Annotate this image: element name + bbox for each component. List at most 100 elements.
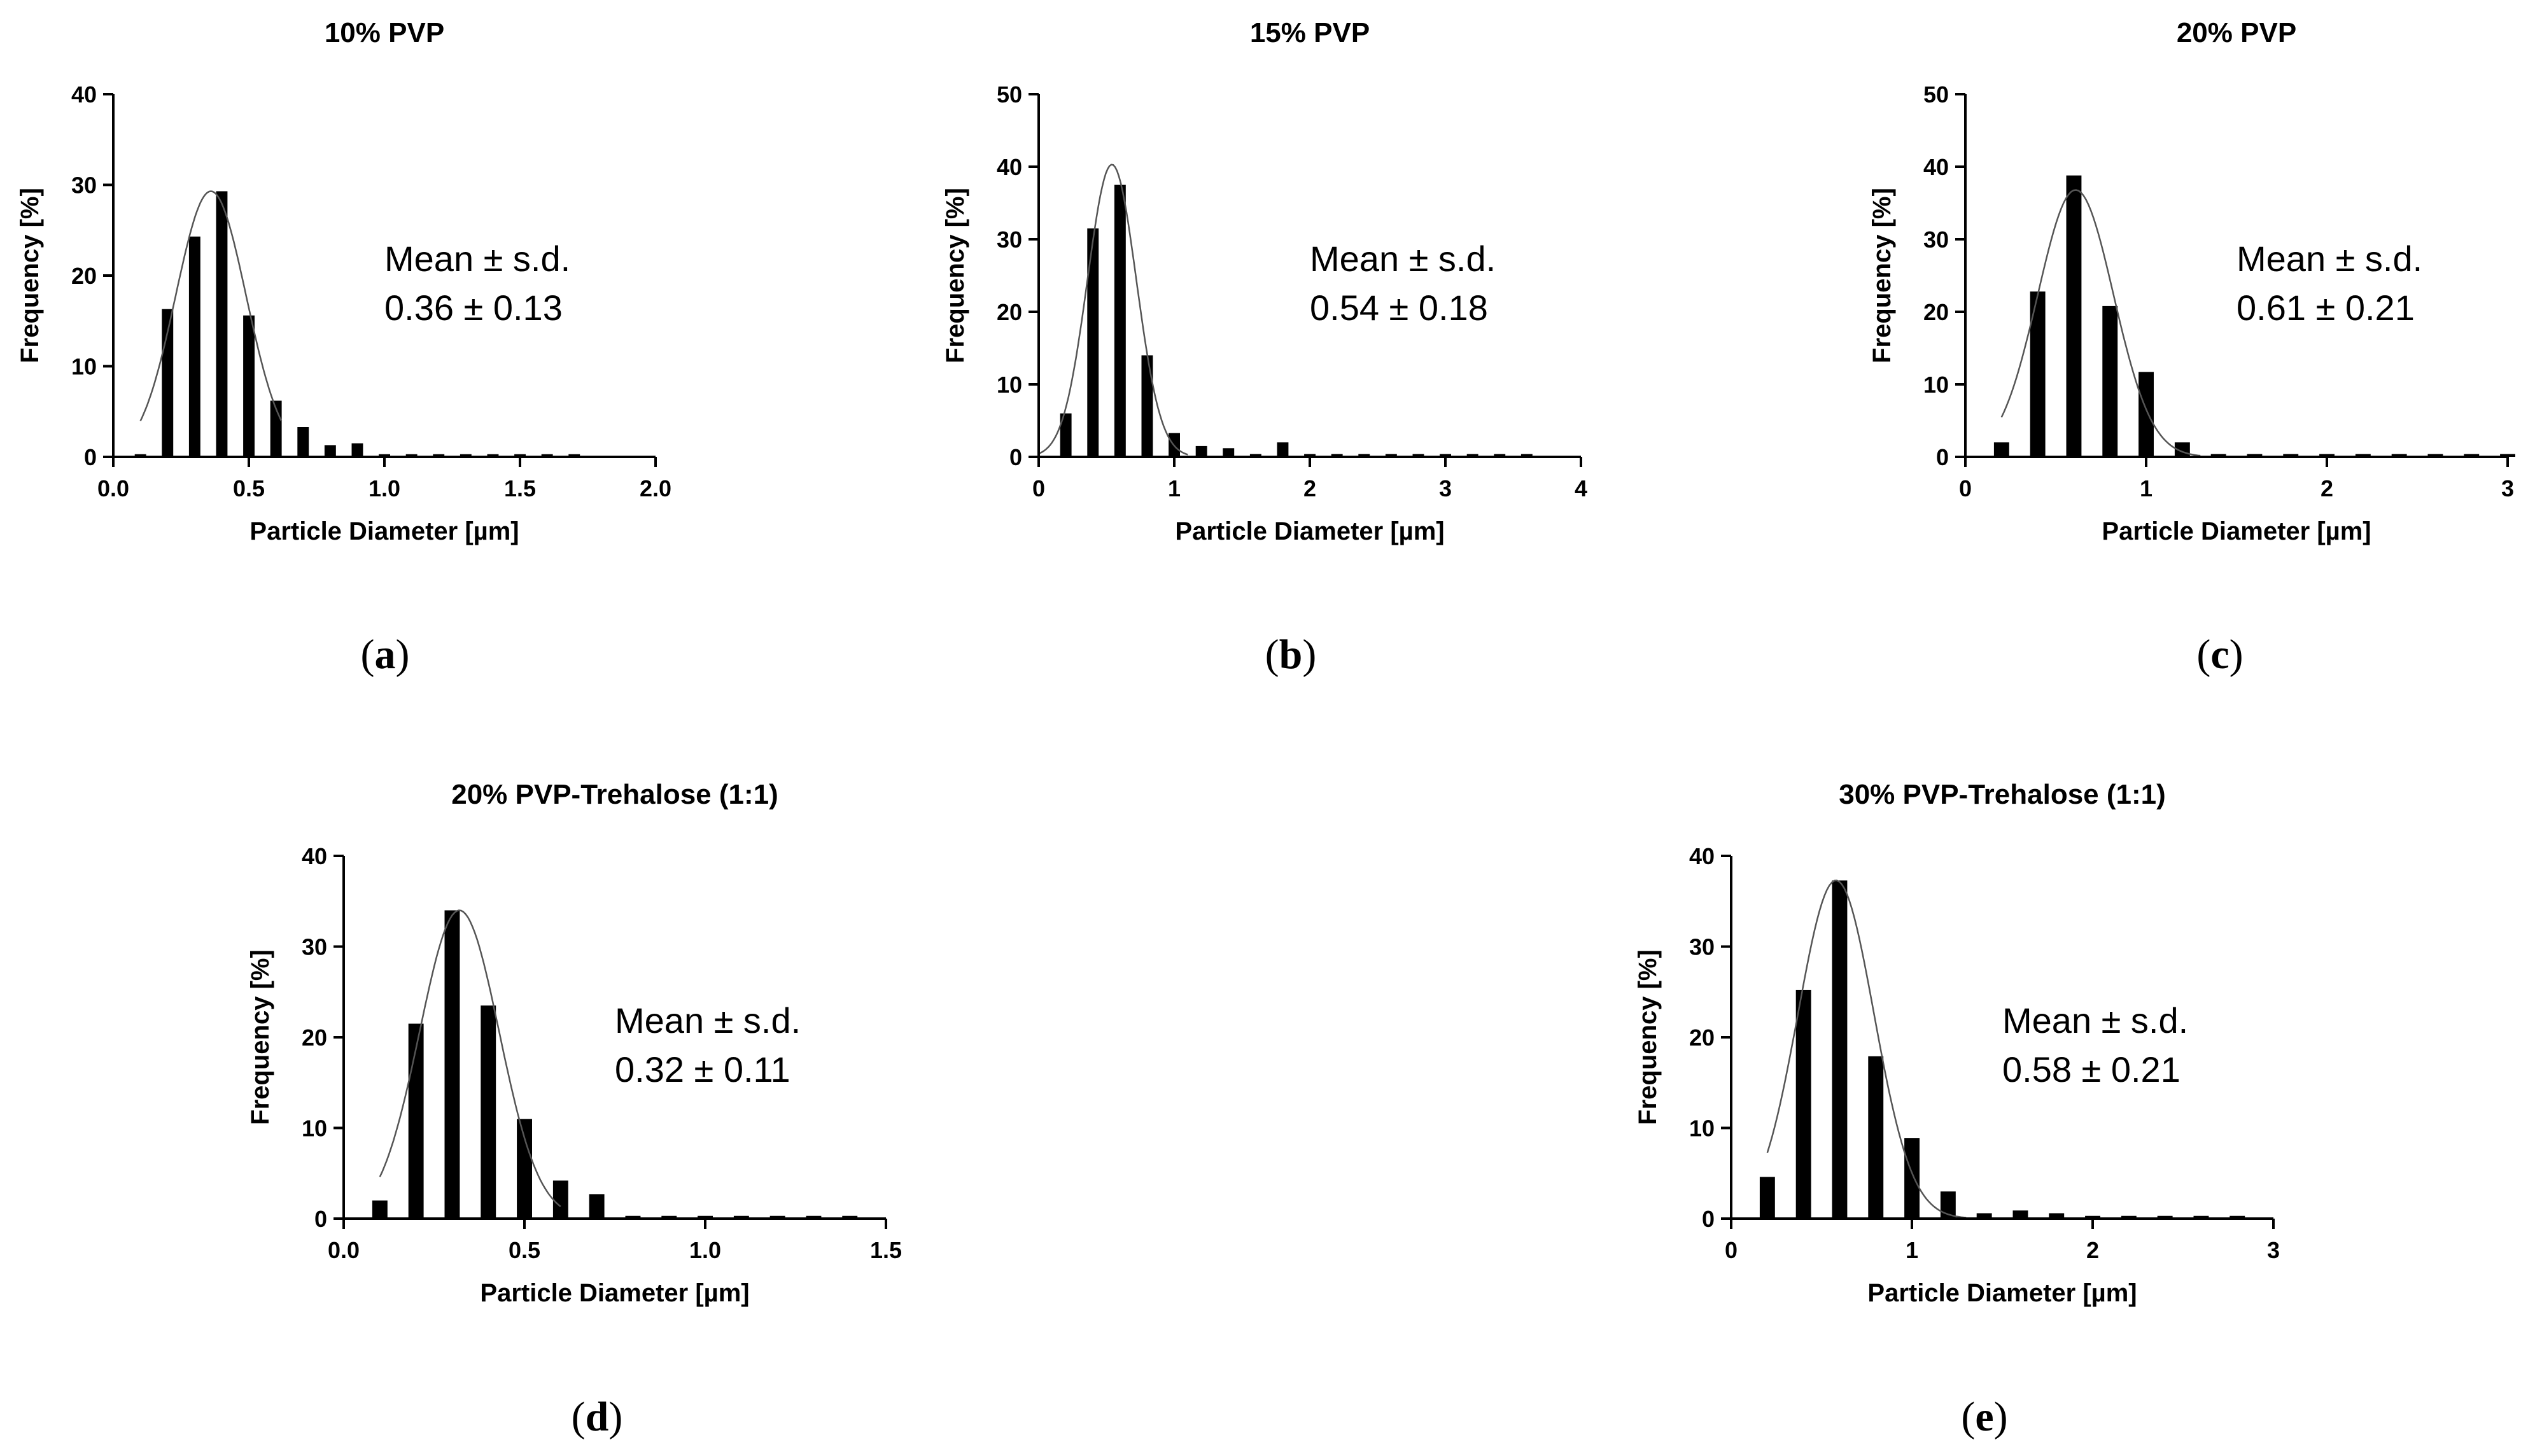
- histogram-bar: [1494, 454, 1506, 457]
- panel-label-close-paren: ): [396, 631, 410, 678]
- histogram-bar: [733, 1215, 749, 1219]
- histogram-bar: [1223, 448, 1235, 457]
- y-tick-label: 0: [1009, 444, 1022, 470]
- chart-panel-e: 30% PVP-Trehalose (1:1) 0 10 20 30 40 0 1 2 3 Part…: [1634, 779, 2280, 1307]
- histogram-bar: [1440, 454, 1451, 457]
- histogram-bar: [2012, 1210, 2028, 1219]
- x-tick-label: 1: [1906, 1237, 1918, 1263]
- panel-label-c: (c): [2196, 631, 2243, 678]
- x-tick-label: 0.0: [328, 1237, 360, 1263]
- histogram-bar: [625, 1215, 641, 1219]
- chart-panel-b: 15% PVP 0 10 20 30 40 50 0 1 2 3 4 Particle Diameter…: [941, 17, 1587, 545]
- histogram-bar: [589, 1194, 605, 1219]
- histogram-bar: [1060, 413, 1072, 457]
- histogram-bar: [1466, 454, 1478, 457]
- y-tick-label: 30: [71, 172, 97, 199]
- histogram-bar: [2464, 454, 2480, 457]
- histogram-bar: [481, 1005, 496, 1219]
- y-tick-label: 40: [302, 843, 327, 869]
- histogram-bar: [2193, 1215, 2209, 1219]
- gaussian-fit-curve: [139, 190, 283, 422]
- histogram-bar: [514, 454, 526, 457]
- y-tick-label: 30: [1923, 227, 1949, 253]
- histogram-bar: [2157, 1215, 2173, 1219]
- histogram-bar: [372, 1200, 388, 1219]
- histogram-bar: [1868, 1056, 1884, 1219]
- y-tick-label: 50: [1923, 81, 1949, 108]
- gaussian-fit-curve: [2000, 189, 2201, 457]
- histogram-bar: [2391, 454, 2407, 457]
- panel-label-letter: c: [2210, 631, 2229, 678]
- histogram-bar: [568, 454, 580, 457]
- x-axis-label: Particle Diameter [µm]: [2102, 517, 2371, 545]
- histogram-bar: [1114, 185, 1126, 457]
- x-tick-label: 1: [1168, 475, 1181, 501]
- y-tick-label: 10: [302, 1116, 327, 1142]
- panel-label-open-paren: (: [361, 631, 375, 678]
- panel-label-open-paren: (: [572, 1394, 586, 1440]
- x-tick-label: 1.5: [870, 1237, 902, 1263]
- mean-sd-label: Mean ± s.d.: [615, 1000, 801, 1040]
- y-tick-label: 30: [302, 934, 327, 960]
- histogram-bar: [517, 1119, 532, 1219]
- histogram-bar: [1795, 990, 1811, 1219]
- x-tick-label: 0: [1959, 475, 1972, 501]
- y-tick-label: 50: [997, 81, 1022, 108]
- histogram-bar: [1087, 228, 1099, 457]
- histogram-bar: [444, 910, 460, 1219]
- y-tick-label: 20: [302, 1025, 327, 1051]
- histogram-bar: [2355, 454, 2371, 457]
- y-tick-label: 10: [1923, 372, 1949, 398]
- gaussian-fit-curve: [379, 909, 561, 1207]
- x-tick-label: 1.5: [504, 475, 536, 501]
- histogram-bar: [408, 1023, 424, 1219]
- y-tick-label: 20: [1689, 1025, 1715, 1051]
- histogram-bar: [2121, 1215, 2137, 1219]
- y-tick-label: 10: [1689, 1116, 1715, 1142]
- histogram-bar: [1385, 454, 1397, 457]
- histogram-bar: [698, 1215, 713, 1219]
- y-axis-label: Frequency [%]: [16, 188, 44, 363]
- histogram-bar: [1976, 1213, 1992, 1219]
- histogram-bar: [806, 1215, 822, 1219]
- y-tick-label: 20: [997, 299, 1022, 325]
- panel-label-close-paren: ): [1302, 631, 1316, 678]
- histogram-bar: [2230, 1215, 2245, 1219]
- chart-title: 15% PVP: [1250, 17, 1370, 48]
- panel-label-close-paren: ): [2230, 631, 2244, 678]
- x-tick-label: 0.5: [233, 475, 265, 501]
- histogram-bar: [351, 443, 363, 457]
- y-tick-label: 0: [1936, 444, 1949, 470]
- x-tick-label: 2: [2321, 475, 2333, 501]
- x-axis-label: Particle Diameter [µm]: [249, 517, 519, 545]
- panel-label-d: (d): [572, 1394, 623, 1440]
- histogram-bar: [2138, 372, 2154, 457]
- histogram-bar: [1277, 442, 1289, 457]
- histogram-bar: [2319, 454, 2335, 457]
- panel-label-e: (e): [1961, 1394, 2007, 1440]
- x-axis-label: Particle Diameter [µm]: [1175, 517, 1444, 545]
- x-tick-label: 0.5: [509, 1237, 540, 1263]
- y-tick-label: 40: [71, 81, 97, 108]
- histogram-bar: [2210, 454, 2226, 457]
- histogram-bar: [552, 1180, 568, 1219]
- x-tick-label: 2: [1303, 475, 1316, 501]
- mean-sd-value: 0.54 ± 0.18: [1310, 288, 1488, 328]
- x-tick-label: 1: [2140, 475, 2152, 501]
- y-tick-label: 30: [1689, 934, 1715, 960]
- mean-sd-label: Mean ± s.d.: [1310, 239, 1496, 279]
- histogram-bar: [1904, 1138, 1920, 1219]
- y-tick-label: 40: [1689, 843, 1715, 869]
- y-tick-label: 30: [997, 227, 1022, 253]
- histogram-bar: [541, 454, 553, 457]
- x-tick-label: 1.0: [689, 1237, 721, 1263]
- panel-label-open-paren: (: [2196, 631, 2210, 678]
- histogram-bar: [243, 315, 255, 457]
- x-tick-label: 1.0: [369, 475, 400, 501]
- histogram-bar: [769, 1215, 785, 1219]
- x-axis-label: Particle Diameter [µm]: [480, 1279, 749, 1307]
- x-tick-label: 3: [1439, 475, 1452, 501]
- gaussian-fit-curve: [1038, 164, 1188, 456]
- gaussian-fit-curve: [1766, 879, 1967, 1219]
- y-tick-label: 20: [71, 263, 97, 289]
